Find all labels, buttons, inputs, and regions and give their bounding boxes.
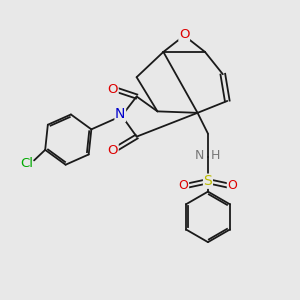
Text: N: N — [195, 149, 204, 162]
Text: O: O — [108, 82, 118, 96]
Text: N: N — [115, 107, 125, 121]
Text: O: O — [179, 28, 189, 40]
Text: S: S — [204, 174, 212, 188]
Text: H: H — [211, 149, 220, 162]
Text: O: O — [108, 143, 118, 157]
Text: O: O — [178, 179, 188, 192]
Text: O: O — [227, 179, 237, 192]
Text: Cl: Cl — [20, 157, 33, 170]
